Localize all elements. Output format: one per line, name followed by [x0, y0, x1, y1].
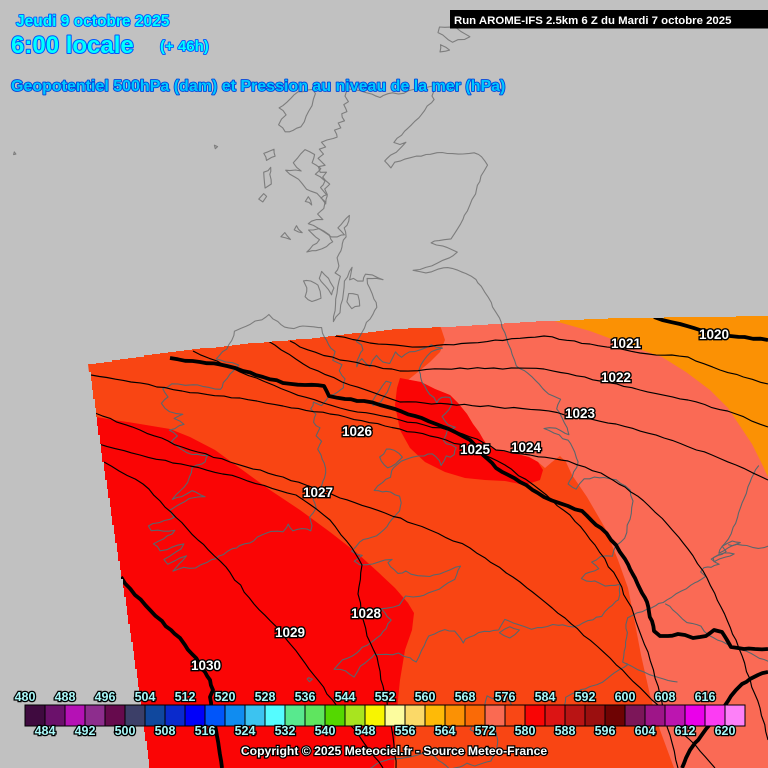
svg-text:616: 616 — [695, 690, 716, 704]
svg-text:1020: 1020 — [699, 327, 729, 342]
svg-text:588: 588 — [555, 724, 576, 738]
svg-text:536: 536 — [295, 690, 316, 704]
svg-text:1023: 1023 — [565, 406, 596, 421]
svg-text:600: 600 — [615, 690, 636, 704]
svg-text:544: 544 — [335, 690, 356, 704]
svg-text:508: 508 — [155, 724, 176, 738]
svg-text:560: 560 — [415, 690, 436, 704]
svg-text:548: 548 — [355, 724, 376, 738]
svg-text:532: 532 — [275, 724, 296, 738]
svg-text:1029: 1029 — [275, 625, 305, 640]
svg-text:484: 484 — [35, 724, 56, 738]
svg-text:604: 604 — [635, 724, 656, 738]
svg-text:524: 524 — [235, 724, 256, 738]
svg-text:1021: 1021 — [611, 336, 642, 351]
svg-text:1022: 1022 — [601, 370, 631, 385]
svg-text:492: 492 — [75, 724, 96, 738]
svg-text:1024: 1024 — [511, 440, 542, 455]
svg-text:500: 500 — [115, 724, 136, 738]
svg-text:520: 520 — [215, 690, 236, 704]
svg-text:580: 580 — [515, 724, 536, 738]
svg-text:496: 496 — [95, 690, 116, 704]
svg-text:Copyright © 2025 Meteociel.fr: Copyright © 2025 Meteociel.fr - Source M… — [241, 744, 548, 758]
svg-text:528: 528 — [255, 690, 276, 704]
svg-text:596: 596 — [595, 724, 616, 738]
svg-text:Geopotentiel 500hPa (dam) et P: Geopotentiel 500hPa (dam) et Pression au… — [11, 78, 505, 95]
svg-text:584: 584 — [535, 690, 556, 704]
svg-text:(+ 46h): (+ 46h) — [160, 38, 209, 55]
svg-text:1030: 1030 — [191, 658, 221, 673]
svg-text:1026: 1026 — [342, 424, 373, 439]
svg-text:Jeudi 9 octobre 2025: Jeudi 9 octobre 2025 — [16, 13, 170, 30]
svg-text:572: 572 — [475, 724, 496, 738]
svg-text:608: 608 — [655, 690, 676, 704]
svg-text:1027: 1027 — [303, 485, 333, 500]
svg-text:620: 620 — [715, 724, 736, 738]
svg-text:556: 556 — [395, 724, 416, 738]
svg-text:516: 516 — [195, 724, 216, 738]
svg-text:552: 552 — [375, 690, 396, 704]
svg-text:564: 564 — [435, 724, 456, 738]
svg-text:488: 488 — [55, 690, 76, 704]
svg-text:480: 480 — [15, 690, 36, 704]
svg-text:576: 576 — [495, 690, 516, 704]
svg-text:Run AROME-IFS 2.5km 6 Z du Mar: Run AROME-IFS 2.5km 6 Z du Mardi 7 octob… — [454, 15, 732, 27]
svg-text:6:00 locale: 6:00 locale — [11, 32, 134, 59]
svg-text:504: 504 — [135, 690, 156, 704]
svg-text:612: 612 — [675, 724, 696, 738]
svg-text:568: 568 — [455, 690, 476, 704]
svg-text:592: 592 — [575, 690, 596, 704]
svg-text:512: 512 — [175, 690, 196, 704]
svg-text:540: 540 — [315, 724, 336, 738]
svg-text:1025: 1025 — [460, 442, 491, 457]
svg-text:1028: 1028 — [351, 606, 382, 621]
